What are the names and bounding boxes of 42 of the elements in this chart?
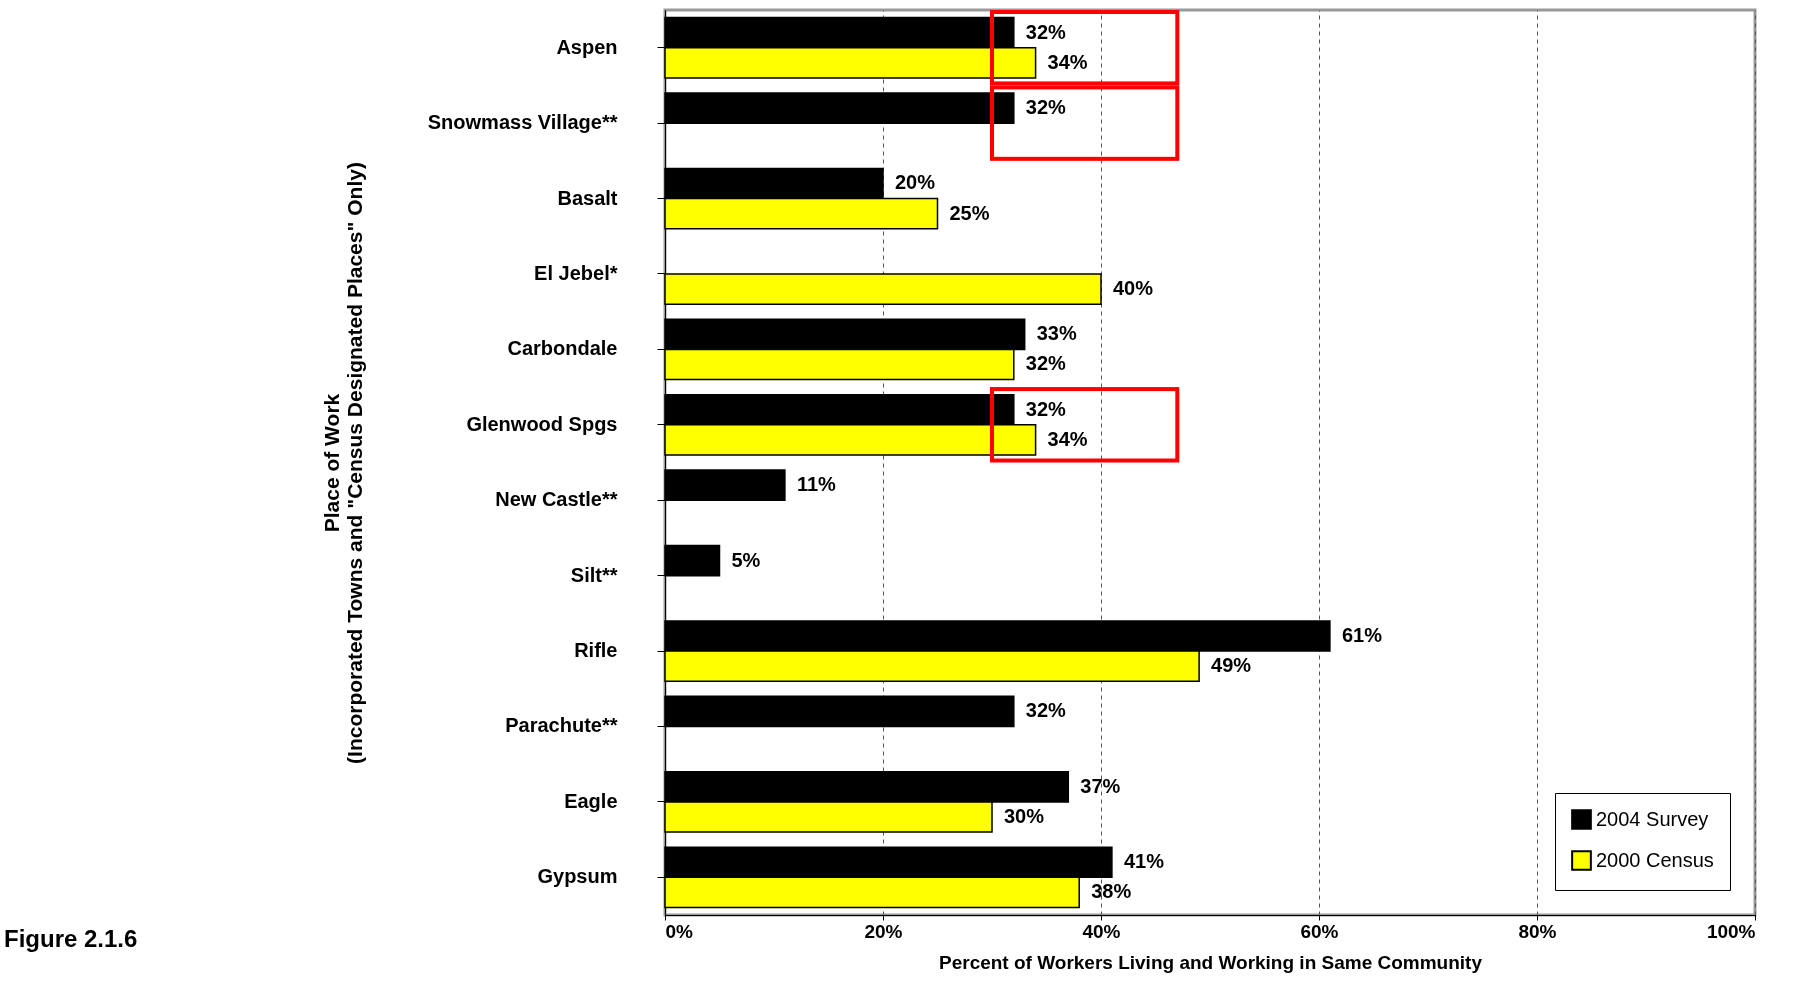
x-tick-label: 100%	[1706, 920, 1756, 942]
data-label: 32%	[1025, 96, 1067, 119]
data-label: 34%	[1047, 427, 1088, 450]
x-axis-title: Percent of Workers Living and Working in Same Community	[938, 951, 1483, 973]
legend-label: 2004 Survey	[1596, 807, 1709, 830]
legend-label: 2000 Census	[1596, 848, 1714, 871]
caption: Figure 2.1.6	[4, 925, 138, 953]
x-tick-label: 80%	[1518, 920, 1557, 942]
data-label: 32%	[1025, 352, 1067, 375]
y-tick-label: Snowmass Village**	[427, 111, 618, 134]
y-tick-label: New Castle**	[495, 488, 618, 511]
data-label: 33%	[1036, 322, 1077, 345]
data-label: 11%	[796, 473, 837, 496]
data-label: 38%	[1091, 880, 1132, 903]
x-tick-label: 0%	[665, 920, 694, 942]
data-label: 32%	[1025, 397, 1067, 420]
y-tick-label: Parachute**	[505, 714, 618, 737]
y-tick-label: Gypsum	[537, 865, 618, 888]
data-label: 20%	[895, 171, 936, 194]
y-tick-label: Basalt	[557, 186, 618, 209]
y-tick-label: Silt**	[570, 563, 618, 586]
y-axis-title: Place of Work (Incorporated Towns and "Census Designated Places" Only)	[319, 162, 366, 764]
y-tick-label: El Jebel*	[534, 261, 618, 284]
data-label: 61%	[1341, 623, 1383, 646]
data-label: 25%	[949, 201, 990, 224]
y-tick-label: Rifle	[574, 639, 618, 662]
y-tick-label: Aspen	[556, 35, 618, 58]
x-tick-label: 40%	[1082, 920, 1121, 942]
x-tick-label: 60%	[1300, 920, 1339, 942]
data-label: 37%	[1080, 774, 1121, 797]
y-tick-label: Eagle	[564, 789, 618, 812]
y-tick-label: Carbondale	[507, 337, 618, 360]
data-label: 32%	[1025, 699, 1067, 722]
data-label: 32%	[1025, 20, 1067, 43]
y-tick-label: Glenwood Spgs	[466, 412, 618, 435]
x-tick-label: 20%	[864, 920, 903, 942]
data-label: 34%	[1047, 50, 1088, 73]
data-label: 41%	[1123, 850, 1165, 873]
data-label: 40%	[1113, 277, 1154, 300]
data-label: 5%	[731, 548, 761, 571]
data-label: 30%	[1004, 804, 1045, 827]
data-label: 49%	[1211, 654, 1252, 677]
